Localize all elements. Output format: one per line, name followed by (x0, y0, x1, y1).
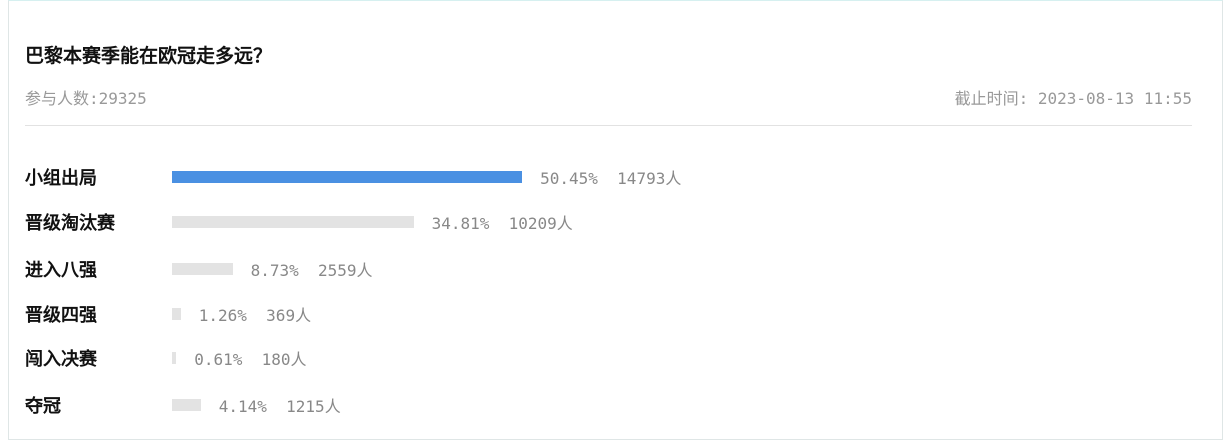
option-bar (172, 216, 414, 228)
option-stat: 4.14% 1215人 (219, 393, 341, 417)
option-label: 进入八强 (25, 260, 97, 281)
option-votes: 2559人 (318, 261, 373, 280)
option-percent: 0.61% (194, 350, 243, 369)
option-percent: 34.81% (431, 214, 490, 233)
poll-option[interactable]: 夺冠 4.14% 1215人 (25, 393, 341, 417)
option-bar (172, 171, 523, 183)
option-votes: 369人 (266, 306, 312, 325)
participant-count: 参与人数:29325 (25, 89, 147, 108)
option-stat: 8.73% 2559人 (251, 257, 373, 281)
option-bar (172, 308, 181, 320)
option-stat: 1.26% 369人 (199, 302, 311, 326)
option-percent: 1.26% (198, 306, 247, 325)
option-bar (172, 263, 233, 275)
divider (25, 125, 1192, 126)
poll-option[interactable]: 进入八强 8.73% 2559人 (25, 257, 373, 281)
poll-card: 巴黎本赛季能在欧冠走多远？ 参与人数:29325 截止时间: 2023-08-1… (8, 0, 1223, 440)
option-label: 小组出局 (25, 168, 97, 189)
option-votes: 10209人 (508, 214, 573, 233)
option-label: 晋级四强 (25, 305, 97, 326)
option-votes: 14793人 (617, 169, 682, 188)
poll-title: 巴黎本赛季能在欧冠走多远？ (25, 45, 273, 67)
deadline: 截止时间: 2023-08-13 11:55 (954, 89, 1192, 108)
option-percent: 8.73% (250, 261, 299, 280)
option-percent: 4.14% (218, 397, 267, 416)
option-stat: 50.45% 14793人 (540, 165, 681, 189)
option-bar (172, 399, 201, 411)
option-stat: 0.61% 180人 (194, 346, 306, 370)
option-label: 闯入决赛 (25, 349, 97, 370)
option-label: 夺冠 (25, 396, 61, 417)
option-percent: 50.45% (540, 169, 598, 188)
option-bar (172, 352, 177, 364)
option-votes: 180人 (261, 350, 307, 369)
poll-option[interactable]: 晋级四强 1.26% 369人 (25, 302, 311, 326)
option-stat: 34.81% 10209人 (432, 210, 573, 234)
option-label: 晋级淘汰赛 (25, 213, 115, 234)
option-votes: 1215人 (286, 397, 341, 416)
poll-option[interactable]: 小组出局 50.45% 14793人 (25, 165, 681, 189)
poll-option[interactable]: 晋级淘汰赛 34.81% 10209人 (25, 210, 573, 234)
poll-option[interactable]: 闯入决赛 0.61% 180人 (25, 346, 307, 370)
